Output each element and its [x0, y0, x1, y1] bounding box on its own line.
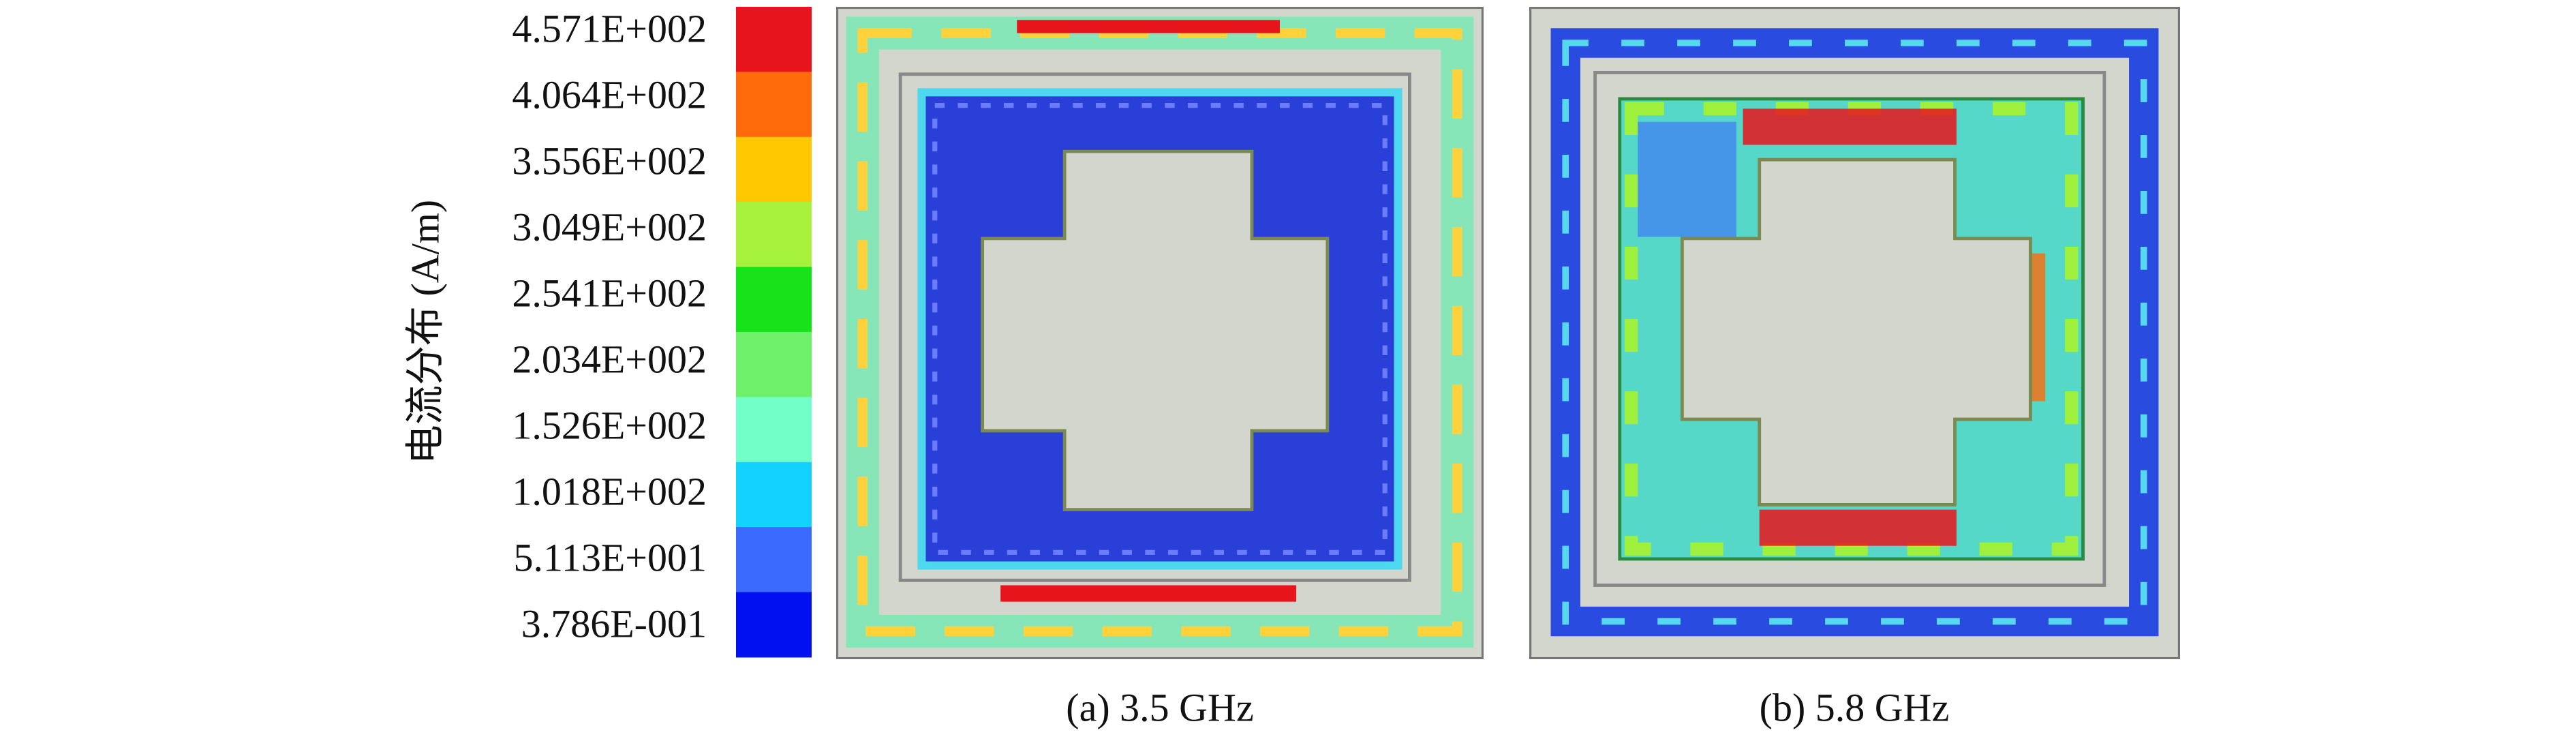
caption: (b) 5.8 GHz: [1760, 685, 1950, 729]
legend-label: 3.049E+002: [512, 205, 707, 249]
color-swatch: [736, 72, 812, 138]
legend-label: 5.113E+001: [514, 535, 707, 579]
color-swatch: [736, 592, 812, 658]
color-swatch: [736, 202, 812, 268]
panel-image: [1529, 7, 2180, 659]
legend-label: 3.786E-001: [521, 601, 707, 646]
color-swatch: [736, 462, 812, 528]
legend-label: 1.526E+002: [512, 403, 707, 447]
legend-label: 3.556E+002: [512, 138, 707, 183]
legend-label: 2.541E+002: [512, 271, 707, 315]
legend-title: 电流分布 (A/m): [403, 200, 447, 464]
caption: (a) 3.5 GHz: [1066, 685, 1253, 729]
color-swatch: [736, 267, 812, 333]
color-swatch: [736, 332, 812, 397]
legend-label: 4.571E+002: [512, 6, 707, 50]
color-swatch: [736, 397, 812, 463]
color-swatch: [736, 7, 812, 72]
color-swatch: [736, 136, 812, 202]
legend-label: 1.018E+002: [512, 469, 707, 513]
color-swatch: [736, 527, 812, 593]
legend-label: 2.034E+002: [512, 337, 707, 381]
legend: 4.571E+002 4.064E+002 3.556E+002 3.049E+002…: [512, 6, 812, 658]
legend-label: 4.064E+002: [512, 72, 707, 117]
panel-image: [836, 7, 1484, 659]
